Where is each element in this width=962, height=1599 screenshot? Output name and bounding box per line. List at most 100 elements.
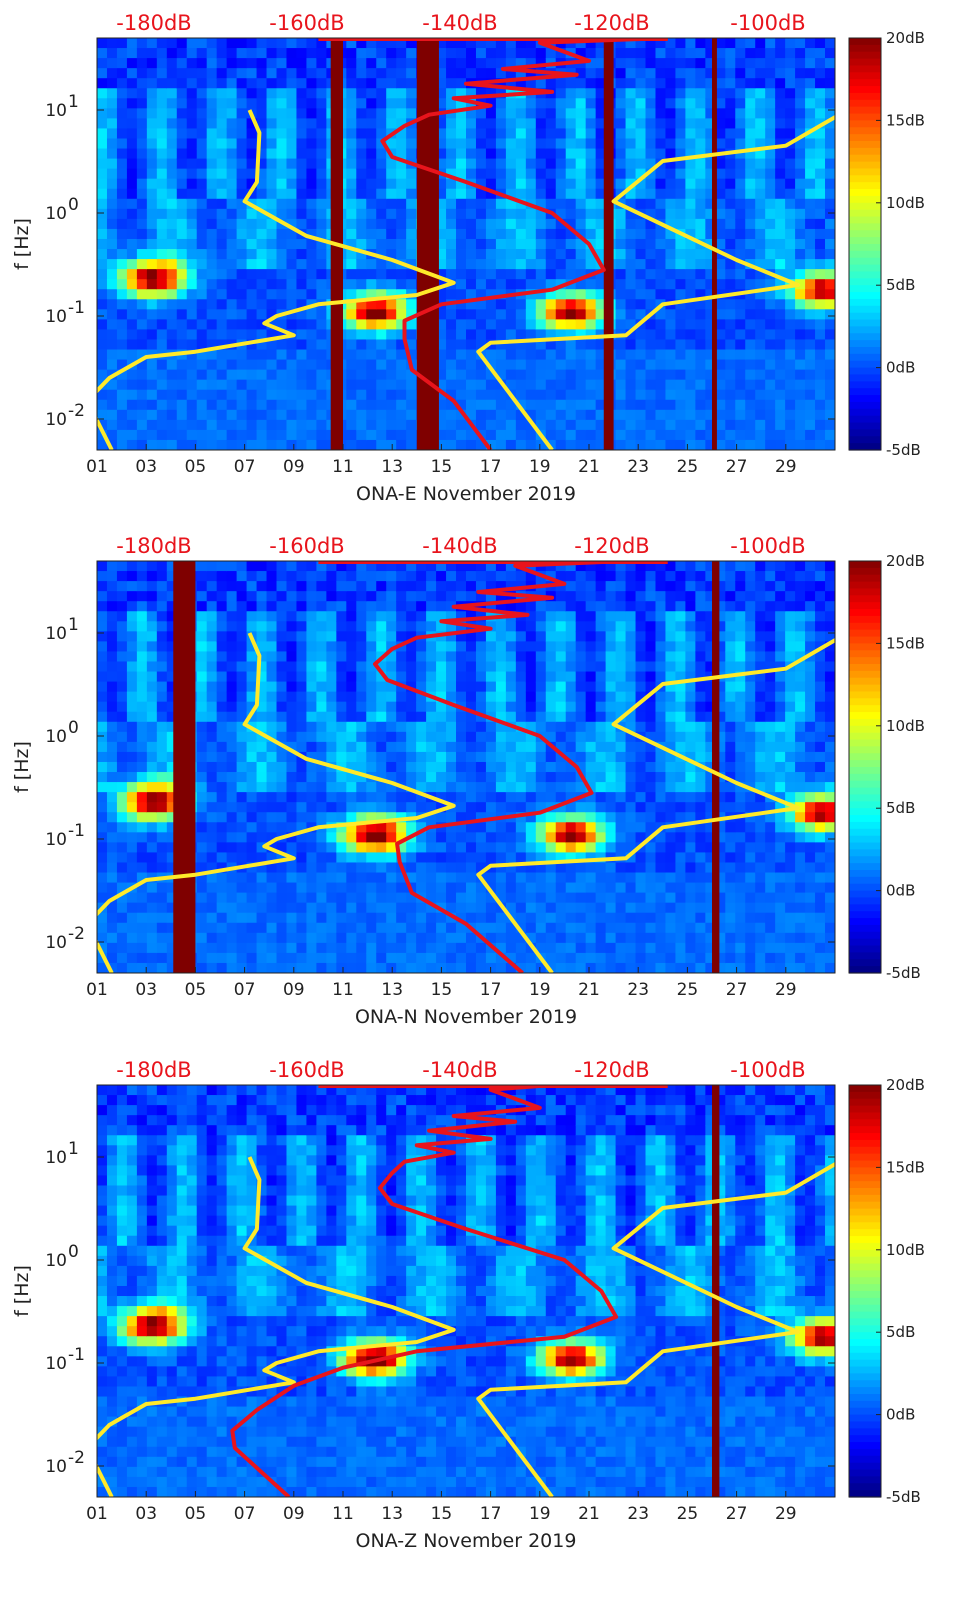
spectrogram-cell — [366, 701, 378, 713]
spectrogram-cell — [216, 409, 228, 421]
spectrogram-cell — [545, 269, 557, 280]
spectrogram-cell — [226, 641, 238, 653]
spectrogram-cell — [555, 349, 567, 361]
spectrogram-cell — [685, 369, 697, 381]
spectrogram-cell — [286, 711, 298, 723]
spectrogram-cell — [475, 571, 487, 582]
spectrogram-cell — [466, 611, 477, 623]
spectrogram-cell — [346, 379, 358, 391]
spectrogram-cell — [266, 439, 278, 450]
spectrogram-cell — [755, 108, 766, 120]
spectrogram-cell — [535, 158, 547, 170]
spectrogram-cell — [356, 912, 368, 924]
spectrogram-cell — [296, 922, 308, 934]
spectrogram-cell — [146, 862, 158, 874]
spectrogram-cell — [515, 832, 527, 844]
spectrogram-cell — [166, 98, 178, 110]
spectrogram-cell — [466, 319, 477, 331]
spectrogram-cell — [206, 309, 218, 321]
spectrogram-cell — [675, 128, 687, 140]
spectrogram-cell — [735, 218, 747, 230]
spectrogram-cell — [466, 329, 477, 341]
spectrogram-cell — [146, 439, 158, 450]
spectrogram-cell — [565, 168, 577, 180]
spectrogram-cell — [595, 108, 607, 120]
spectrogram-cell — [466, 208, 477, 220]
spectrogram-cell — [485, 108, 497, 120]
spectrogram-cell — [266, 238, 278, 250]
spectrogram-cell — [515, 571, 527, 582]
spectrogram-cell — [755, 68, 766, 79]
spectrogram-cell — [366, 389, 378, 401]
spectrogram-cell — [246, 852, 258, 864]
spectrogram-cell — [286, 721, 298, 733]
spectrogram-cell — [456, 671, 467, 683]
spectrogram-cell — [136, 78, 148, 90]
spectrogram-cell — [485, 852, 497, 864]
spectrogram-cell — [216, 279, 228, 291]
spectrogram-cell — [446, 641, 457, 653]
spectrogram-cell — [515, 389, 527, 401]
spectrogram-cell — [186, 279, 198, 291]
spectrogram-cell — [805, 178, 816, 190]
spectrogram-cell — [456, 339, 467, 351]
spectrogram-cell — [366, 188, 378, 200]
spectrogram-cell — [126, 792, 138, 803]
spectrogram-cell — [246, 68, 258, 79]
spectrogram-cell — [276, 369, 288, 381]
spectrogram-cell — [416, 751, 427, 763]
spectrogram-cell — [256, 812, 268, 824]
spectrogram-cell — [116, 369, 128, 381]
spectrogram-cell — [515, 68, 527, 79]
spectrogram-cell — [635, 158, 647, 170]
spectrogram-cell — [485, 631, 497, 643]
spectrogram-cell — [805, 299, 816, 311]
spectrogram-cell — [276, 571, 288, 582]
spectrogram-cell — [705, 299, 717, 311]
spectrogram-cell — [575, 228, 587, 240]
spectrogram-cell — [126, 128, 138, 140]
spectrogram-cell — [116, 631, 128, 643]
spectrogram-cell — [346, 409, 358, 421]
spectrogram-cell — [376, 902, 388, 914]
spectrogram-cell — [755, 359, 766, 371]
spectrogram-cell — [336, 731, 348, 743]
spectrogram-cell — [615, 68, 627, 79]
spectrogram-cell — [106, 912, 118, 924]
spectrogram-cell — [366, 138, 378, 150]
spectrogram-cell — [166, 641, 178, 653]
spectrogram-cell — [286, 58, 298, 69]
spectrogram-cell — [276, 118, 288, 130]
spectrogram-cell — [116, 761, 128, 773]
spectrogram-cell — [296, 641, 308, 653]
spectrogram-cell — [705, 118, 717, 130]
spectrogram-cell — [336, 751, 348, 763]
spectrogram-cell — [735, 208, 747, 220]
spectrogram-cell — [236, 942, 248, 954]
spectrogram-cell — [406, 691, 417, 703]
spectrogram-cell — [635, 118, 647, 130]
spectrogram-cell — [116, 922, 128, 934]
spectrogram-cell — [755, 208, 766, 220]
spectrogram-cell — [635, 218, 647, 230]
spectrogram-cell — [216, 359, 228, 371]
spectrogram-cell — [495, 832, 507, 844]
spectrogram-cell — [725, 88, 737, 100]
spectrogram-cell — [346, 812, 358, 824]
spectrogram-cell — [735, 379, 747, 391]
spectrogram-cell — [236, 651, 248, 663]
spectrogram-cell — [585, 78, 597, 90]
spectrogram-cell — [166, 761, 178, 773]
spectrogram-cell — [495, 741, 507, 753]
spectrogram-cell — [545, 429, 557, 441]
spectrogram-cell — [316, 832, 328, 844]
spectrogram-cell — [276, 842, 288, 854]
spectrogram-cell — [515, 942, 527, 954]
spectrogram-cell — [805, 249, 816, 260]
spectrogram-cell — [206, 329, 218, 341]
spectrogram-cell — [276, 419, 288, 431]
spectrogram-cell — [306, 731, 318, 743]
spectrogram-cell — [216, 78, 228, 90]
spectrogram-cell — [815, 349, 826, 361]
spectrogram-cell — [226, 962, 238, 973]
